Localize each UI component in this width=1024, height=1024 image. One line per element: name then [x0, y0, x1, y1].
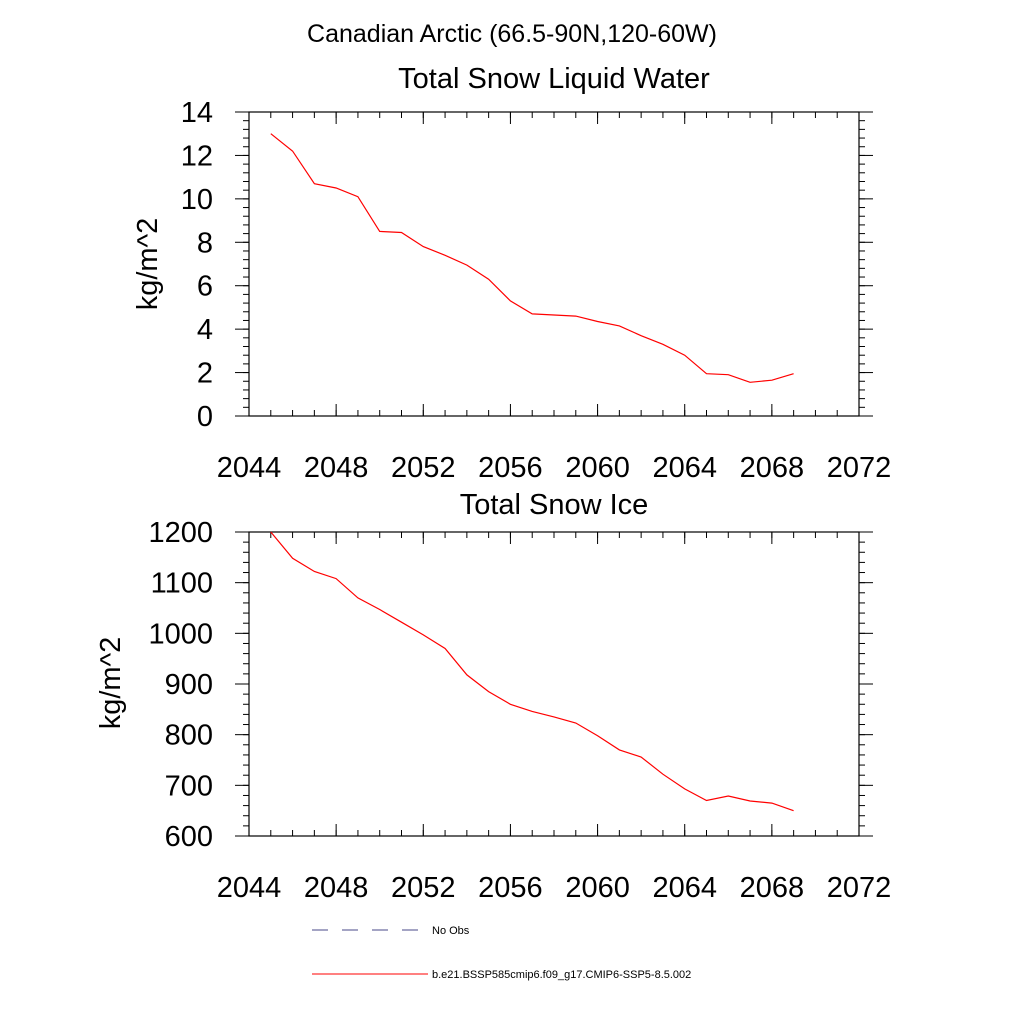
x-tick-label: 2048	[304, 872, 369, 904]
y-tick-label: 900	[165, 669, 213, 701]
y-tick-label: 10	[181, 184, 213, 216]
legend-label-no-obs: No Obs	[432, 925, 470, 937]
y-tick-label: 14	[181, 97, 213, 129]
y-tick-label: 800	[165, 720, 213, 752]
x-tick-label: 2048	[304, 452, 369, 484]
x-tick-label: 2056	[478, 872, 543, 904]
y-tick-label: 1200	[148, 517, 213, 549]
x-tick-label: 2064	[652, 452, 717, 484]
y-tick-label: 12	[181, 140, 213, 172]
x-tick-label: 2060	[565, 452, 630, 484]
y-tick-label: 4	[197, 314, 213, 346]
panel-title: Total Snow Liquid Water	[398, 63, 710, 95]
y-tick-label: 700	[165, 770, 213, 802]
legend-label-model: b.e21.BSSP585cmip6.f09_g17.CMIP6-SSP5-8.…	[432, 969, 691, 981]
y-tick-label: 2	[197, 358, 213, 390]
x-tick-label: 2072	[827, 452, 892, 484]
y-tick-label: 1100	[151, 568, 213, 600]
legend: No Obs b.e21.BSSP585cmip6.f09_g17.CMIP6-…	[312, 925, 691, 981]
x-tick-label: 2044	[217, 872, 282, 904]
panel-title: Total Snow Ice	[460, 489, 649, 521]
y-axis-label: kg/m^2	[95, 637, 127, 730]
x-tick-label: 2052	[391, 452, 456, 484]
plot-frame	[248, 111, 860, 417]
x-tick-label: 2068	[740, 872, 805, 904]
panel-snow-ice: Total Snow Ice kg/m^2 2044 2048 2052 2056 20…	[95, 489, 891, 904]
y-tick-label: 8	[197, 227, 213, 259]
y-tick-label: 600	[165, 821, 213, 853]
x-tick-label: 2072	[827, 872, 892, 904]
y-tick-label: 0	[197, 401, 213, 433]
x-tick-label: 2056	[478, 452, 543, 484]
y-tick-label: 1000	[148, 618, 213, 650]
x-tick-label: 2060	[565, 872, 630, 904]
panel-snow-liquid-water: Total Snow Liquid Water kg/m^2 2044 2048 2…	[132, 63, 891, 484]
x-tick-label: 2068	[740, 452, 805, 484]
main-title: Canadian Arctic (66.5-90N,120-60W)	[307, 20, 717, 48]
series-line	[270, 133, 794, 383]
x-tick-label: 2044	[217, 452, 282, 484]
series-line	[270, 531, 794, 812]
plot-frame	[248, 531, 860, 837]
x-tick-label: 2064	[652, 872, 717, 904]
y-axis-label: kg/m^2	[132, 218, 164, 311]
x-tick-label: 2052	[391, 872, 456, 904]
y-tick-label: 6	[197, 271, 213, 303]
